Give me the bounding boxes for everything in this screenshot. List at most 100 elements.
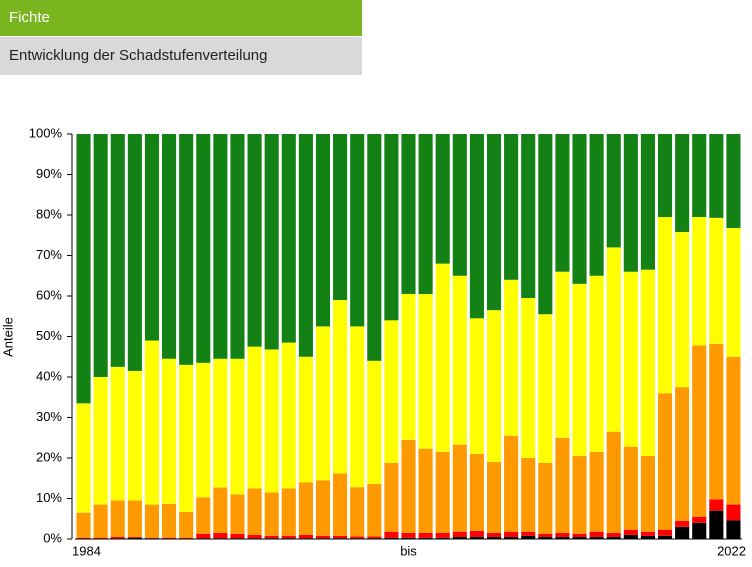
bar-segment bbox=[589, 531, 604, 537]
bar-segment bbox=[196, 362, 211, 498]
bar-segment bbox=[333, 535, 348, 539]
bar-segment bbox=[162, 503, 177, 538]
bar-segment bbox=[110, 536, 125, 539]
bar-segment bbox=[606, 247, 621, 432]
bar-segment bbox=[657, 529, 673, 536]
bar-segment bbox=[110, 134, 125, 367]
x-tick-label: 1984 bbox=[72, 543, 101, 558]
bar-segment bbox=[213, 134, 228, 359]
bar-segment bbox=[675, 520, 690, 527]
bar-segment bbox=[230, 134, 245, 359]
bar-segment bbox=[418, 537, 433, 539]
bar-segment bbox=[315, 480, 331, 536]
bar-segment bbox=[401, 293, 416, 440]
y-tick-label: 20% bbox=[36, 449, 62, 464]
bar-segment bbox=[657, 393, 673, 530]
bar-segment bbox=[589, 451, 604, 532]
y-tick-label: 10% bbox=[36, 490, 62, 505]
bar-segment bbox=[486, 134, 502, 311]
bar-segment bbox=[179, 134, 194, 365]
bar-segment bbox=[452, 531, 467, 537]
bar-segment bbox=[435, 134, 450, 264]
bar-segment bbox=[384, 134, 399, 321]
bar-segment bbox=[76, 512, 91, 538]
bar-segment bbox=[196, 497, 211, 534]
bar-segment bbox=[675, 232, 690, 388]
bar-segment bbox=[657, 134, 673, 218]
bar-segment bbox=[452, 275, 467, 445]
bar-segment bbox=[435, 537, 450, 539]
bar-segment bbox=[675, 134, 690, 233]
bar-segment bbox=[127, 500, 142, 537]
bar-segment bbox=[623, 534, 638, 539]
bar-segment bbox=[418, 532, 433, 538]
bar-segment bbox=[640, 455, 655, 532]
bar-segment bbox=[486, 536, 502, 539]
bar-segment bbox=[589, 536, 604, 539]
bar-segment bbox=[367, 536, 382, 539]
bar-segment bbox=[315, 134, 331, 327]
bar-segment bbox=[230, 494, 245, 534]
header-title: Fichte bbox=[0, 0, 362, 36]
y-axis-label: Anteile bbox=[0, 317, 15, 357]
bar-segment bbox=[144, 340, 160, 505]
bar-segment bbox=[350, 134, 365, 327]
bar-segment bbox=[555, 536, 570, 539]
bar-segment bbox=[469, 530, 484, 537]
bar-segment bbox=[162, 134, 177, 359]
bar-segment bbox=[709, 217, 724, 344]
bar-segment bbox=[76, 134, 91, 404]
bar-segment bbox=[213, 532, 228, 539]
bar-segment bbox=[384, 531, 399, 538]
bar-segment bbox=[572, 533, 587, 537]
bar-segment bbox=[435, 532, 450, 538]
bar-segment bbox=[555, 271, 570, 438]
bar-segment bbox=[281, 134, 296, 343]
bar-segment bbox=[298, 356, 313, 483]
bar-segment bbox=[555, 532, 570, 537]
bar-segment bbox=[675, 526, 690, 539]
bar-segment bbox=[521, 531, 536, 536]
bar-segment bbox=[521, 298, 536, 458]
bar-segment bbox=[418, 134, 433, 294]
bar-segment bbox=[692, 516, 707, 523]
bar-segment bbox=[606, 532, 621, 537]
bar-segment bbox=[469, 318, 484, 454]
y-tick-label: 0% bbox=[43, 530, 62, 545]
bar-segment bbox=[401, 134, 416, 294]
bar-segment bbox=[486, 532, 502, 537]
bar-segment bbox=[726, 227, 741, 357]
bar-segment bbox=[640, 269, 655, 456]
bar-segment bbox=[521, 458, 536, 532]
bar-segment bbox=[247, 488, 262, 535]
bar-segment bbox=[504, 435, 519, 532]
bar-segment bbox=[127, 370, 142, 501]
bar-segment bbox=[264, 492, 279, 536]
bar-segment bbox=[486, 462, 502, 533]
bar-segment bbox=[196, 533, 211, 539]
bar-segment bbox=[504, 279, 519, 436]
bar-segment bbox=[555, 134, 570, 272]
bar-segment bbox=[726, 134, 741, 228]
bar-segment bbox=[555, 437, 570, 533]
bar-segment bbox=[144, 504, 160, 538]
bar-segment bbox=[247, 346, 262, 489]
bar-segment bbox=[264, 349, 279, 493]
bar-segment bbox=[572, 536, 587, 539]
bar-segment bbox=[127, 134, 142, 371]
bar-segment bbox=[76, 537, 91, 539]
bar-segment bbox=[572, 455, 587, 534]
bar-segment bbox=[401, 439, 416, 533]
bar-segment bbox=[452, 134, 467, 276]
bar-segment bbox=[726, 356, 741, 505]
bar-segment bbox=[333, 134, 348, 301]
bar-segment bbox=[127, 537, 142, 539]
x-tick-label: bis bbox=[400, 543, 417, 558]
bar-segment bbox=[709, 343, 724, 500]
bar-segment bbox=[264, 535, 279, 539]
bar-segment bbox=[367, 134, 382, 361]
bar-segment bbox=[538, 533, 553, 537]
bar-segment bbox=[350, 487, 365, 537]
bar-segment bbox=[521, 535, 536, 539]
